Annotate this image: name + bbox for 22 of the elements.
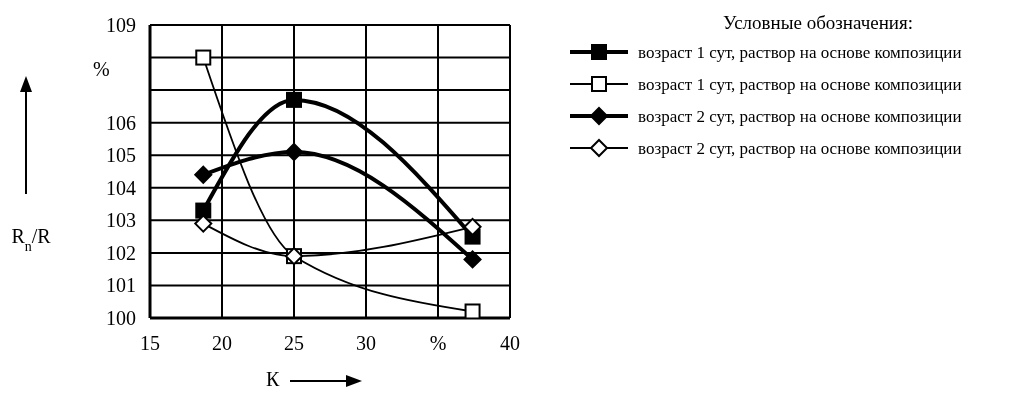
legend-label: возраст 1 сут, раствор на основе композиции	[638, 74, 963, 96]
x-tick-label: %	[429, 332, 447, 354]
x-tick-label: 40	[500, 332, 520, 354]
y-tick-label: 103	[106, 209, 136, 232]
y-tick-label: 105	[106, 144, 136, 167]
legend-title: Условные обозначения:	[722, 12, 914, 34]
y-tick-label: 109	[106, 14, 136, 36]
legend-label: возраст 2 сут, раствор на основе композиции	[638, 106, 963, 128]
y-tick-label: 104	[106, 176, 136, 199]
x-tick-label: 15	[140, 332, 160, 354]
legend-label: возраст 1 сут, раствор на основе композиции	[638, 42, 963, 64]
text: %	[93, 58, 110, 81]
x-tick-label: 20	[212, 332, 232, 354]
y-tick-label: 106	[106, 111, 136, 134]
x-tick-label: 30	[356, 332, 376, 354]
y-tick-label: 100	[106, 307, 136, 329]
y-tick-label: 102	[106, 241, 136, 264]
y-axis-title: R$_{n}$/R	[11, 225, 52, 254]
legend-label: возраст 2 сут, раствор на основе композиции	[638, 138, 963, 160]
x-axis-title: К	[266, 368, 280, 391]
x-tick-label: 25	[284, 332, 304, 354]
y-tick-label: 101	[106, 274, 136, 297]
